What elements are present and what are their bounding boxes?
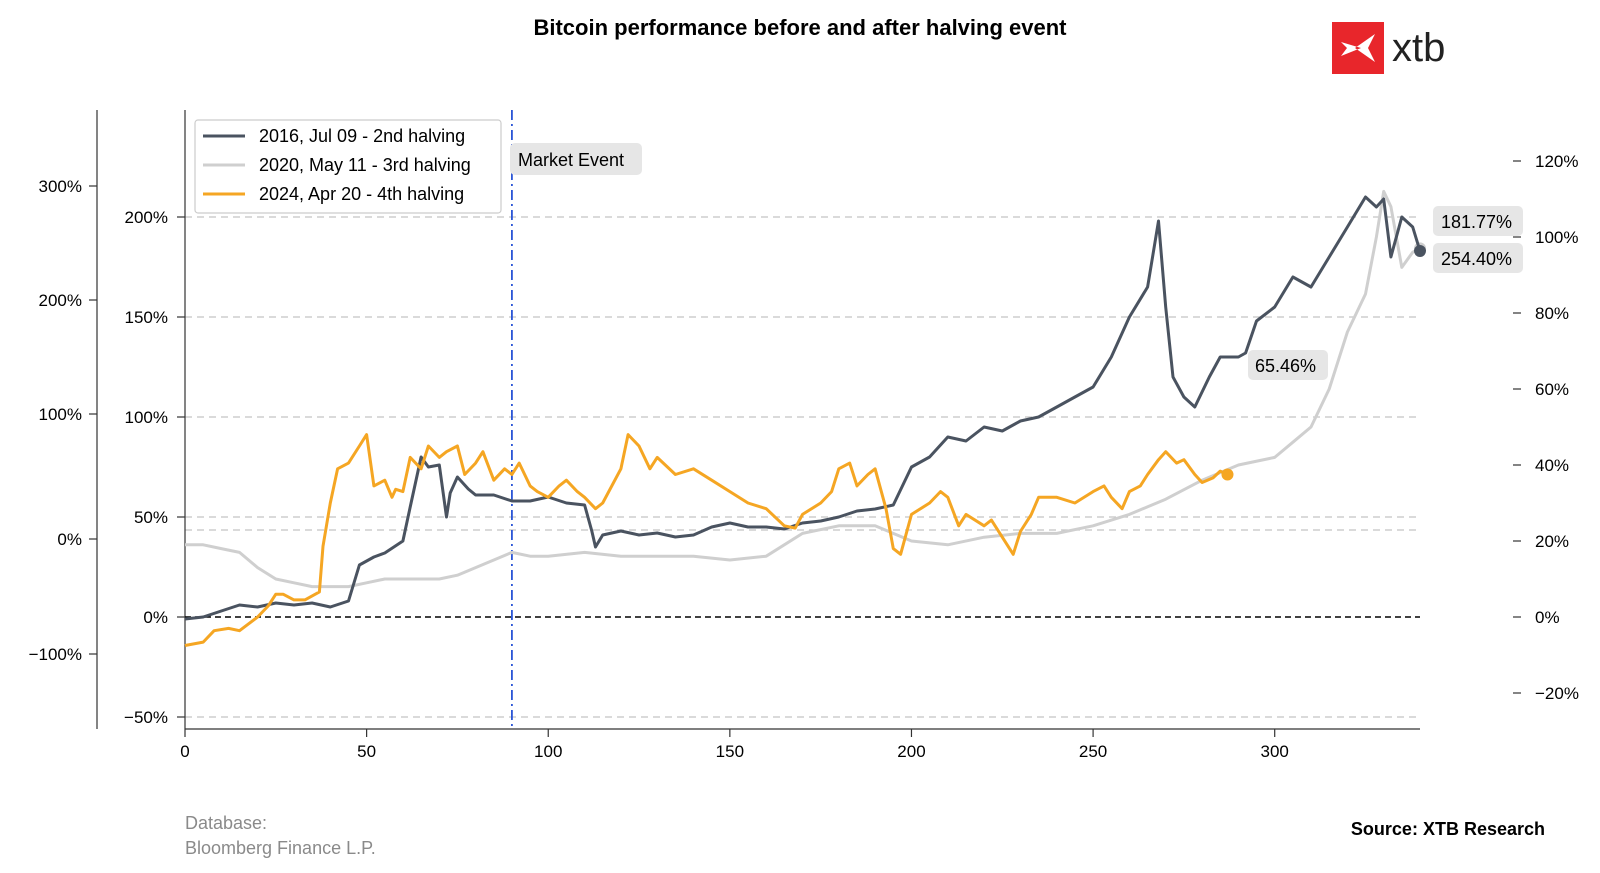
outer_left-tick-label-4: −100% [29, 645, 82, 664]
market-event-box [510, 143, 642, 175]
series-line-1 [185, 189, 1421, 589]
right-tick-label-5: 20% [1535, 532, 1569, 551]
annotation-254: 254.40% [1433, 243, 1523, 273]
market-event-text: Market Event [518, 150, 624, 170]
annotation-market-event: Market Event [510, 143, 642, 175]
chart-title: Bitcoin performance before and after hal… [533, 15, 1067, 40]
annotation-181-text: 181.77% [1441, 212, 1512, 232]
annotation-65: 65.46% [1248, 350, 1328, 380]
legend-label-2016: 2016, Jul 09 - 2nd halving [259, 126, 465, 146]
right-tick-label-0: 120% [1535, 152, 1578, 171]
database-value: Bloomberg Finance L.P. [185, 838, 376, 858]
legend-box [194, 119, 502, 214]
annotation-254-text: 254.40% [1441, 249, 1512, 269]
xtb-logo-text: xtb [1392, 26, 1445, 70]
right-axis-ticks: 120% 100% 80% 60% 40% 20% 0% −20% [1513, 152, 1579, 703]
right-tick-label-3: 60% [1535, 380, 1569, 399]
x-axis-ticks: 0 50 100 150 200 250 300 [180, 729, 1289, 761]
x-tick-label-3: 150 [716, 742, 744, 761]
inner_left-tick-label-5: −50% [124, 708, 168, 727]
right-tick-label-6: 0% [1535, 608, 1560, 627]
annotation-254-box [1433, 243, 1523, 273]
annotation-181-box [1433, 206, 1523, 236]
outer-left-axis-ticks: 300% 200% 100% 0% −100% [29, 177, 97, 664]
xtb-logo-mark [1332, 22, 1384, 74]
xtb-logo: xtb [1332, 22, 1445, 74]
inner_left-tick-label-2: 100% [125, 408, 168, 427]
x-tick-label-2: 100 [534, 742, 562, 761]
inner_left-tick-label-4: 0% [143, 608, 168, 627]
legend: 2016, Jul 09 - 2nd halving 2020, May 11 … [194, 119, 502, 214]
right-tick-label-2: 80% [1535, 304, 1569, 323]
annotation-65-box [1248, 350, 1328, 380]
series-endpoint-2 [1221, 468, 1234, 481]
annotation-181: 181.77% [1433, 206, 1523, 236]
series-lines [184, 189, 1426, 647]
right-tick-label-7: −20% [1535, 684, 1579, 703]
inner_left-tick-label-1: 150% [125, 308, 168, 327]
outer_left-tick-label-3: 0% [57, 530, 82, 549]
x-tick-label-5: 250 [1079, 742, 1107, 761]
outer_left-tick-label-0: 300% [39, 177, 82, 196]
series-endpoint-0 [1414, 245, 1426, 257]
outer_left-tick-label-2: 100% [39, 405, 82, 424]
right-tick-label-4: 40% [1535, 456, 1569, 475]
inner-left-axis-ticks: 200% 150% 100% 50% 0% −50% [124, 208, 185, 727]
right-tick-label-1: 100% [1535, 228, 1578, 247]
annotation-65-text: 65.46% [1255, 356, 1316, 376]
database-label: Database: [185, 813, 267, 833]
x-tick-label-1: 50 [357, 742, 376, 761]
x-tick-label-6: 300 [1261, 742, 1289, 761]
outer_left-tick-label-1: 200% [39, 291, 82, 310]
x-tick-label-0: 0 [180, 742, 189, 761]
series-line-2 [184, 433, 1229, 647]
series-line-0 [184, 195, 1422, 621]
legend-label-2024: 2024, Apr 20 - 4th halving [259, 184, 464, 204]
inner_left-tick-label-3: 50% [134, 508, 168, 527]
inner_left-tick-label-0: 200% [125, 208, 168, 227]
xtb-logo-x-icon [1341, 34, 1375, 62]
source-label: Source: XTB Research [1351, 819, 1545, 839]
x-tick-label-4: 200 [897, 742, 925, 761]
legend-label-2020: 2020, May 11 - 3rd halving [259, 155, 471, 175]
